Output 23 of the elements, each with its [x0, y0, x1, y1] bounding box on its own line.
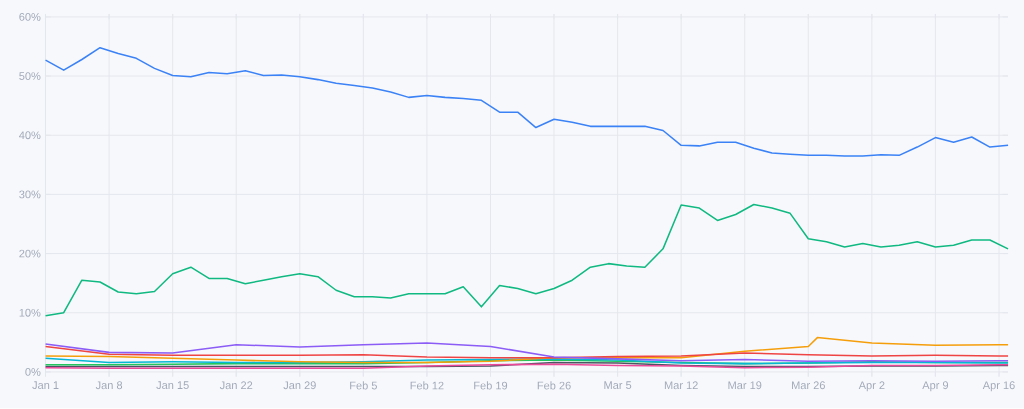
x-tick-label: Jan 15 [156, 381, 189, 390]
x-tick-label: Apr 2 [858, 381, 885, 392]
y-tick-label: 20% [19, 249, 41, 258]
x-tick-label: Feb 26 [537, 381, 571, 390]
x-tick-label: Jan 29 [283, 381, 316, 390]
x-tick-label: Feb 19 [474, 381, 508, 390]
x-tick-label: Jan 22 [219, 381, 253, 390]
x-tick-label: Mar 19 [728, 381, 762, 390]
x-tick-label: Mar 5 [604, 381, 632, 390]
x-tick-label: Jan 8 [95, 381, 123, 390]
x-tick-label: Apr 16 [982, 381, 1015, 392]
y-tick-label: 30% [19, 190, 41, 199]
x-tick-label: Feb 12 [410, 381, 444, 390]
x-tick-label: Mar 12 [664, 381, 698, 390]
x-tick-label: Jan 1 [32, 381, 59, 390]
x-tick-label: Feb 5 [350, 381, 377, 390]
x-tick-label: Mar 26 [792, 381, 825, 390]
y-tick-label: 0% [25, 368, 41, 377]
y-tick-label: 60% [19, 13, 41, 22]
y-tick-label: 10% [19, 309, 41, 317]
y-tick-label: 50% [19, 72, 41, 81]
x-tick-label: Apr 9 [922, 381, 949, 392]
y-tick-label: 40% [19, 131, 41, 140]
